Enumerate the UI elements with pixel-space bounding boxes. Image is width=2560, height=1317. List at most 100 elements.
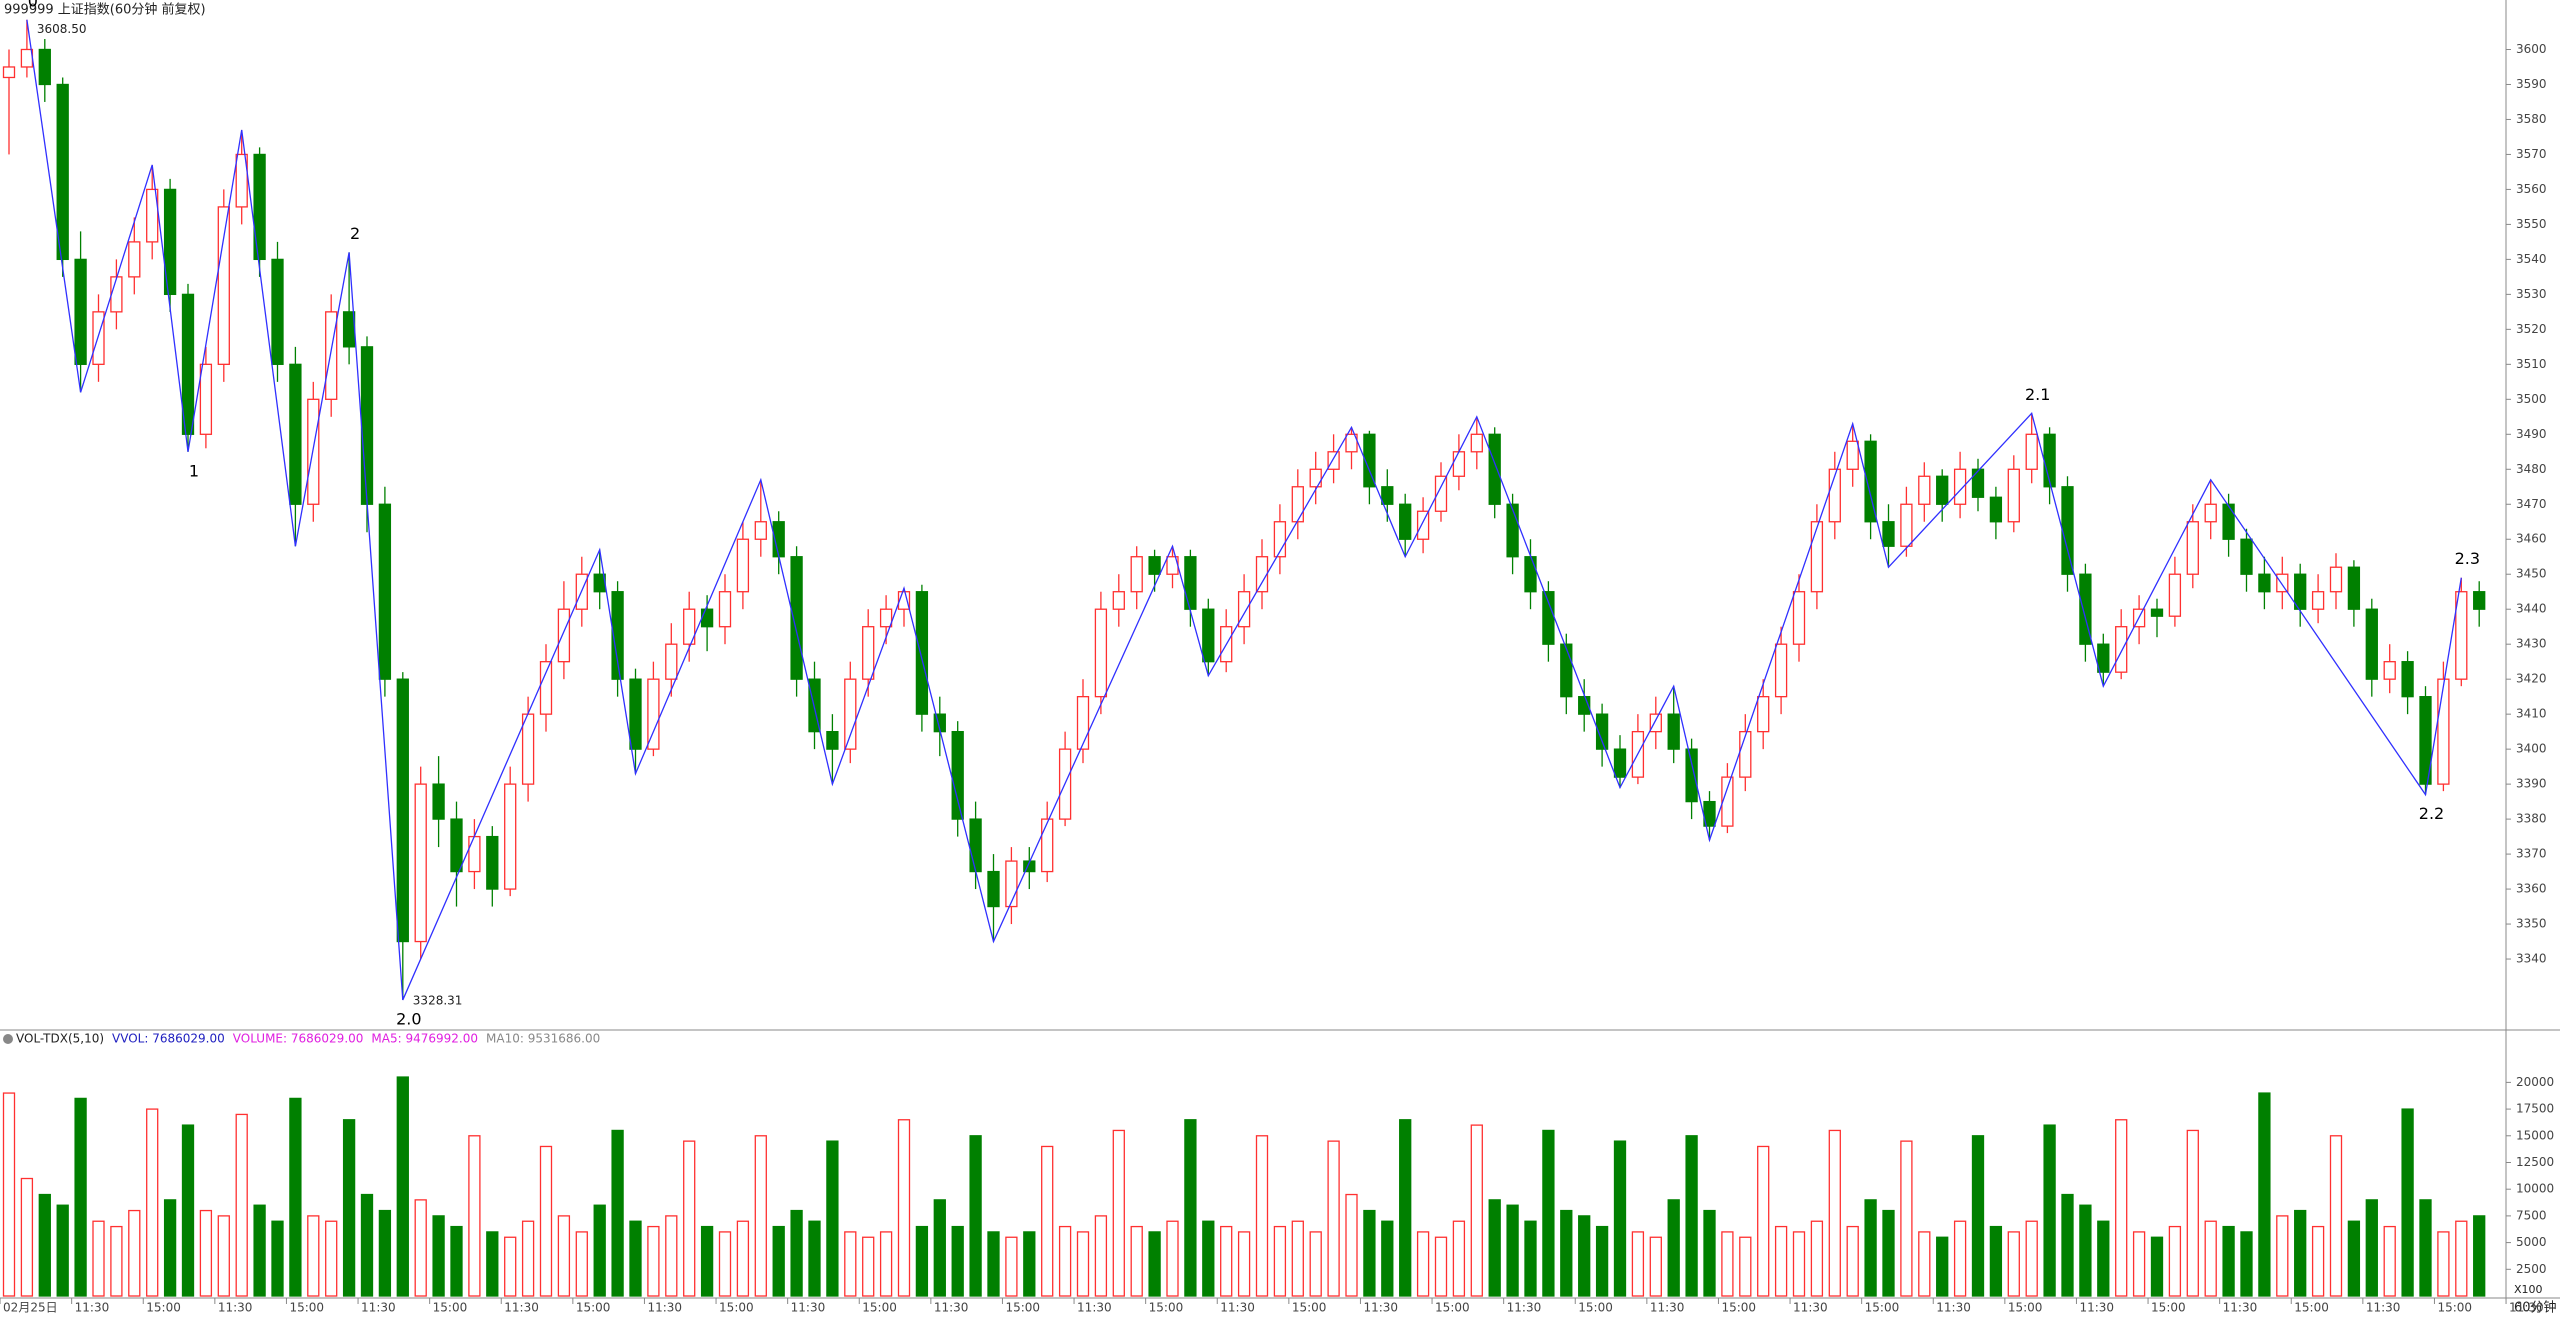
candle-body <box>1094 608 1108 698</box>
volume-bar <box>826 1140 839 1297</box>
y-tick-label: 3520 <box>2516 322 2547 336</box>
volume-bar <box>1184 1119 1197 1297</box>
volume-bar <box>2276 1215 2289 1297</box>
candle-body <box>325 311 338 400</box>
volume-bar <box>253 1204 266 1297</box>
candle-body <box>1810 521 1824 593</box>
x-tick-label: 11:30 <box>1507 1301 1542 1315</box>
candle-body <box>2258 573 2271 593</box>
candle-body <box>20 48 34 68</box>
volume-bar <box>1041 1145 1054 1297</box>
wave-label: 0 <box>28 0 38 10</box>
volume-bar <box>1237 1231 1251 1297</box>
volume-bar <box>486 1231 499 1297</box>
y-tick-label: 3530 <box>2516 287 2547 301</box>
wave-label: 2.0 <box>396 1009 421 1028</box>
volume-legend-item: VOL-TDX(5,10) <box>16 1032 104 1046</box>
y-tick-label: 3470 <box>2516 497 2547 511</box>
volume-bar <box>1076 1231 1090 1297</box>
wave-label: 2.2 <box>2419 804 2444 823</box>
candle-body <box>790 556 803 680</box>
y-tick-label: 3400 <box>2516 742 2547 756</box>
x-tick-label: 11:30 <box>504 1301 539 1315</box>
volume-bar <box>844 1231 857 1297</box>
wave-label: 2.3 <box>2455 549 2480 568</box>
x-tick-label: 15:00 <box>2008 1301 2043 1315</box>
x-tick-label: 15:00 <box>1865 1301 1900 1315</box>
volume-bar <box>110 1225 123 1297</box>
candle-body <box>2115 626 2128 673</box>
volume-bar <box>2168 1225 2182 1297</box>
x-tick-label: 11:30 <box>1936 1301 1971 1315</box>
volume-bar <box>736 1220 750 1297</box>
volume-bar <box>1631 1231 1645 1297</box>
y-tick-label: 3340 <box>2516 952 2547 966</box>
y-tick-label: 3440 <box>2516 602 2547 616</box>
volume-bar <box>951 1225 964 1297</box>
volume-bar <box>360 1193 374 1297</box>
volume-bar <box>92 1220 105 1297</box>
candle-body <box>1309 468 1322 488</box>
x-tick-label: 11:30 <box>1077 1301 1112 1315</box>
candle-body <box>539 661 553 715</box>
volume-bar <box>1058 1225 1072 1297</box>
volume-bar <box>414 1199 427 1297</box>
candle-body <box>235 153 248 208</box>
volume-bar <box>1094 1215 1108 1297</box>
candle-body <box>1936 475 1949 505</box>
y-tick-label: 3510 <box>2516 357 2547 371</box>
candle-body <box>2025 433 2038 470</box>
chart-title: 999999 上证指数(60分钟 前复权) <box>4 2 206 18</box>
volume-bar <box>2204 1220 2217 1297</box>
volume-bar <box>1595 1225 1609 1297</box>
volume-bar <box>1882 1209 1895 1297</box>
volume-bar <box>575 1231 588 1297</box>
y-tick-label: 3550 <box>2516 217 2547 231</box>
candle-body <box>1273 521 1287 558</box>
volume-bar <box>199 1209 213 1297</box>
volume-bar <box>1148 1231 1161 1297</box>
candle-body <box>378 503 392 680</box>
y-tick-label: 3370 <box>2516 847 2547 861</box>
candle-body <box>1184 556 1197 610</box>
volume-bar <box>2383 1225 2396 1297</box>
volume-bar <box>1757 1145 1770 1297</box>
volume-bar <box>38 1193 51 1297</box>
candle-body <box>915 591 929 715</box>
x-tick-label: 11:30 <box>2223 1301 2258 1315</box>
candle-body <box>647 678 660 750</box>
volume-bar <box>504 1236 517 1297</box>
volume-bar <box>1846 1225 1859 1297</box>
volume-bar <box>1023 1231 1036 1297</box>
volume-bar <box>969 1135 982 1297</box>
candle-body <box>217 206 230 365</box>
volume-bar <box>1309 1231 1322 1297</box>
candle-body <box>969 818 982 873</box>
volume-bar <box>1220 1225 1233 1297</box>
volume-bar <box>1130 1225 1143 1297</box>
volume-bar <box>2079 1204 2092 1297</box>
zigzag-line <box>26 19 2462 1001</box>
volume-bar <box>557 1215 571 1297</box>
y-tick-label: 3420 <box>2516 672 2547 686</box>
candle-body <box>2347 566 2361 610</box>
volume-bar <box>611 1129 624 1297</box>
volume-bar <box>1953 1220 1967 1297</box>
volume-bar <box>1452 1220 1466 1297</box>
x-tick-label: 15:00 <box>2437 1301 2472 1315</box>
candle-body <box>862 626 875 680</box>
volume-bar <box>2061 1193 2074 1297</box>
candle-body <box>1112 591 1125 610</box>
volume-bar <box>521 1220 535 1297</box>
candle-body <box>128 241 141 278</box>
volume-bar <box>2365 1199 2378 1297</box>
candle-body <box>1202 608 1215 663</box>
candle-body <box>1989 496 2003 523</box>
candle-body <box>1291 486 1304 523</box>
candle-body <box>1918 475 1931 505</box>
volume-bar <box>987 1231 1000 1297</box>
candle-body <box>2437 678 2450 785</box>
volume-y-tick-label: 17500 <box>2516 1102 2554 1116</box>
candle-body <box>1470 433 1483 453</box>
volume-bar <box>1810 1220 1824 1297</box>
